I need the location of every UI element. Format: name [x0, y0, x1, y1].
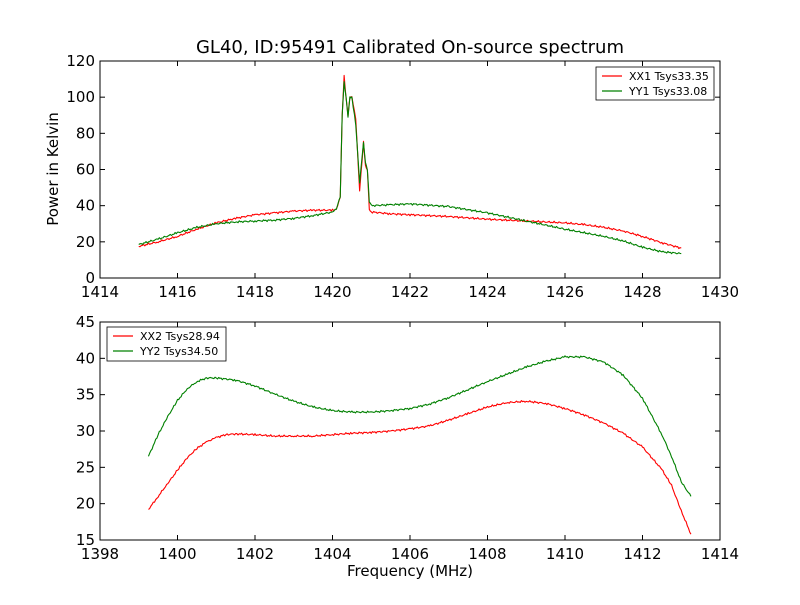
y-tick-label: 20: [76, 233, 95, 251]
x-tick-label: 1402: [236, 545, 274, 563]
x-tick-label: 1406: [391, 545, 429, 563]
y-tick-label: 45: [76, 313, 95, 331]
y-tick-label: 30: [76, 422, 95, 440]
legend-entry: YY1 Tsys33.08: [628, 85, 707, 98]
series-line-2: [147, 355, 692, 497]
y-tick-label: 15: [76, 531, 95, 549]
x-axis-label: Frequency (MHz): [347, 562, 473, 580]
y-tick-label: 60: [76, 161, 95, 179]
x-tick-label: 1408: [468, 545, 506, 563]
y-tick-label: 100: [66, 88, 95, 106]
x-tick-label: 1416: [158, 283, 196, 301]
series-line-1: [138, 74, 682, 250]
y-tick-label: 120: [66, 52, 95, 70]
legend-box: [595, 66, 715, 101]
legend-entry: YY2 Tsys34.50: [139, 345, 218, 358]
x-tick-label: 1422: [391, 283, 429, 301]
x-tick-label: 1426: [546, 283, 584, 301]
y-tick-label: 40: [76, 349, 95, 367]
x-tick-label: 1414: [81, 283, 119, 301]
y-axis-label: Power in Kelvin: [44, 112, 62, 226]
x-tick-label: 1412: [623, 545, 661, 563]
series-line-2: [138, 81, 682, 255]
x-tick-label: 1400: [158, 545, 196, 563]
x-tick-label: 1420: [313, 283, 351, 301]
upper-panel: 1414 1416 1418 1420 1422 1424 1426 1428 1430 0 20 4…: [66, 52, 739, 301]
x-tick-label: 1404: [313, 545, 351, 563]
legend: XX1 Tsys33.35 YY1 Tsys33.08: [595, 66, 715, 101]
x-tick-label: 1424: [468, 283, 506, 301]
series-line-1: [148, 400, 692, 535]
y-tick-label: 35: [76, 386, 95, 404]
legend-entry: XX2 Tsys28.94: [140, 330, 220, 343]
legend-box: [106, 326, 227, 362]
x-tick-label: 1414: [701, 545, 739, 563]
chart-title: GL40, ID:95491 Calibrated On-source spec…: [196, 37, 624, 58]
x-tick-label: 1398: [81, 545, 119, 563]
legend-entry: XX1 Tsys33.35: [629, 70, 709, 83]
x-tick-label: 1418: [236, 283, 274, 301]
x-tick-label: 1410: [546, 545, 584, 563]
y-tick-label: 20: [76, 495, 95, 513]
x-tick-label: 1428: [623, 283, 661, 301]
y-tick-label: 40: [76, 197, 95, 215]
y-tick-label: 25: [76, 458, 95, 476]
legend: XX2 Tsys28.94 YY2 Tsys34.50: [106, 326, 227, 362]
x-tick-label: 1430: [701, 283, 739, 301]
y-tick-label: 0: [85, 269, 95, 287]
y-tick-label: 80: [76, 124, 95, 142]
lower-panel: 1398 1400 1402 1404 1406 1408 1410 1412 1414 15 20…: [76, 313, 739, 563]
